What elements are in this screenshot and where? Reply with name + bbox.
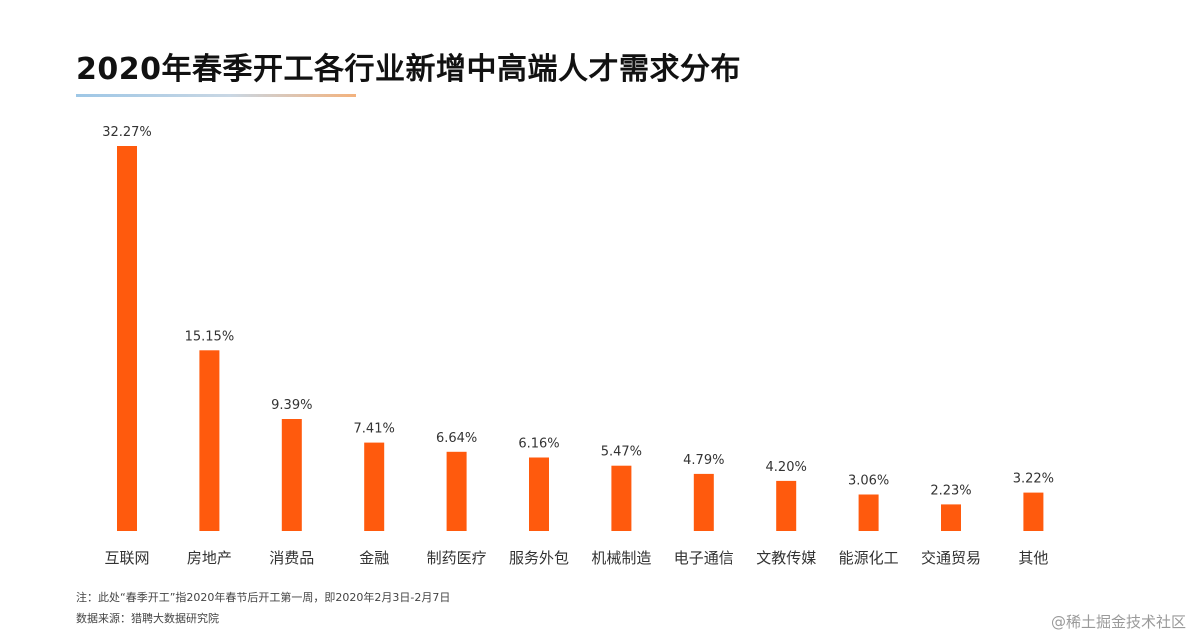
- category-label-10: 能源化工: [839, 549, 899, 567]
- bar-3: [281, 419, 302, 531]
- category-label-1: 互联网: [104, 549, 149, 567]
- value-label-9: 4.20%: [766, 460, 807, 475]
- category-label-9: 文教传媒: [756, 549, 816, 567]
- value-label-6: 6.16%: [518, 437, 559, 452]
- bar-11: [941, 504, 961, 531]
- bar-chart: 32.27% 互联网 15.15% 房地产 9.39% 消费品 7.41% 金融 6.64% 制药…: [102, 125, 1054, 567]
- value-label-2: 15.15%: [185, 329, 235, 344]
- watermark: @稀土掘金技术社区: [1050, 613, 1186, 631]
- category-label-3: 消费品: [269, 549, 314, 567]
- value-label-10: 3.06%: [848, 474, 889, 489]
- value-label-4: 7.41%: [354, 422, 395, 437]
- category-label-6: 服务外包: [509, 549, 569, 567]
- category-label-7: 机械制造: [591, 549, 651, 567]
- value-label-11: 2.23%: [930, 483, 971, 498]
- category-label-11: 交通贸易: [921, 549, 981, 567]
- category-label-5: 制药医疗: [427, 549, 487, 567]
- bar-9: [776, 480, 797, 531]
- data-source: 数据来源：猎聘大数据研究院: [76, 612, 219, 625]
- value-label-12: 3.22%: [1013, 472, 1054, 487]
- category-label-4: 金融: [359, 549, 389, 567]
- value-label-1: 32.27%: [102, 125, 152, 140]
- bar-7: [611, 465, 632, 531]
- category-label-2: 房地产: [187, 549, 232, 567]
- bar-1: [117, 146, 137, 531]
- category-label-8: 电子通信: [674, 549, 734, 567]
- bar-8: [693, 473, 714, 531]
- bar-10: [858, 494, 879, 531]
- bar-6: [529, 457, 549, 531]
- bar-2: [199, 350, 220, 531]
- chart-title: 2020年春季开工各行业新增中高端人才需求分布: [76, 52, 741, 87]
- value-label-5: 6.64%: [436, 431, 477, 446]
- footnote: 注：此处“春季开工”指2020年春节后开工第一周，即2020年2月3日-2月7日: [76, 591, 451, 604]
- bar-12: [1023, 492, 1044, 531]
- value-label-8: 4.79%: [683, 453, 724, 468]
- bar-5: [446, 451, 467, 531]
- category-label-12: 其他: [1018, 549, 1048, 567]
- value-label-3: 9.39%: [271, 398, 312, 413]
- bar-4: [364, 442, 385, 531]
- title-underline: [76, 94, 356, 97]
- value-label-7: 5.47%: [601, 445, 642, 460]
